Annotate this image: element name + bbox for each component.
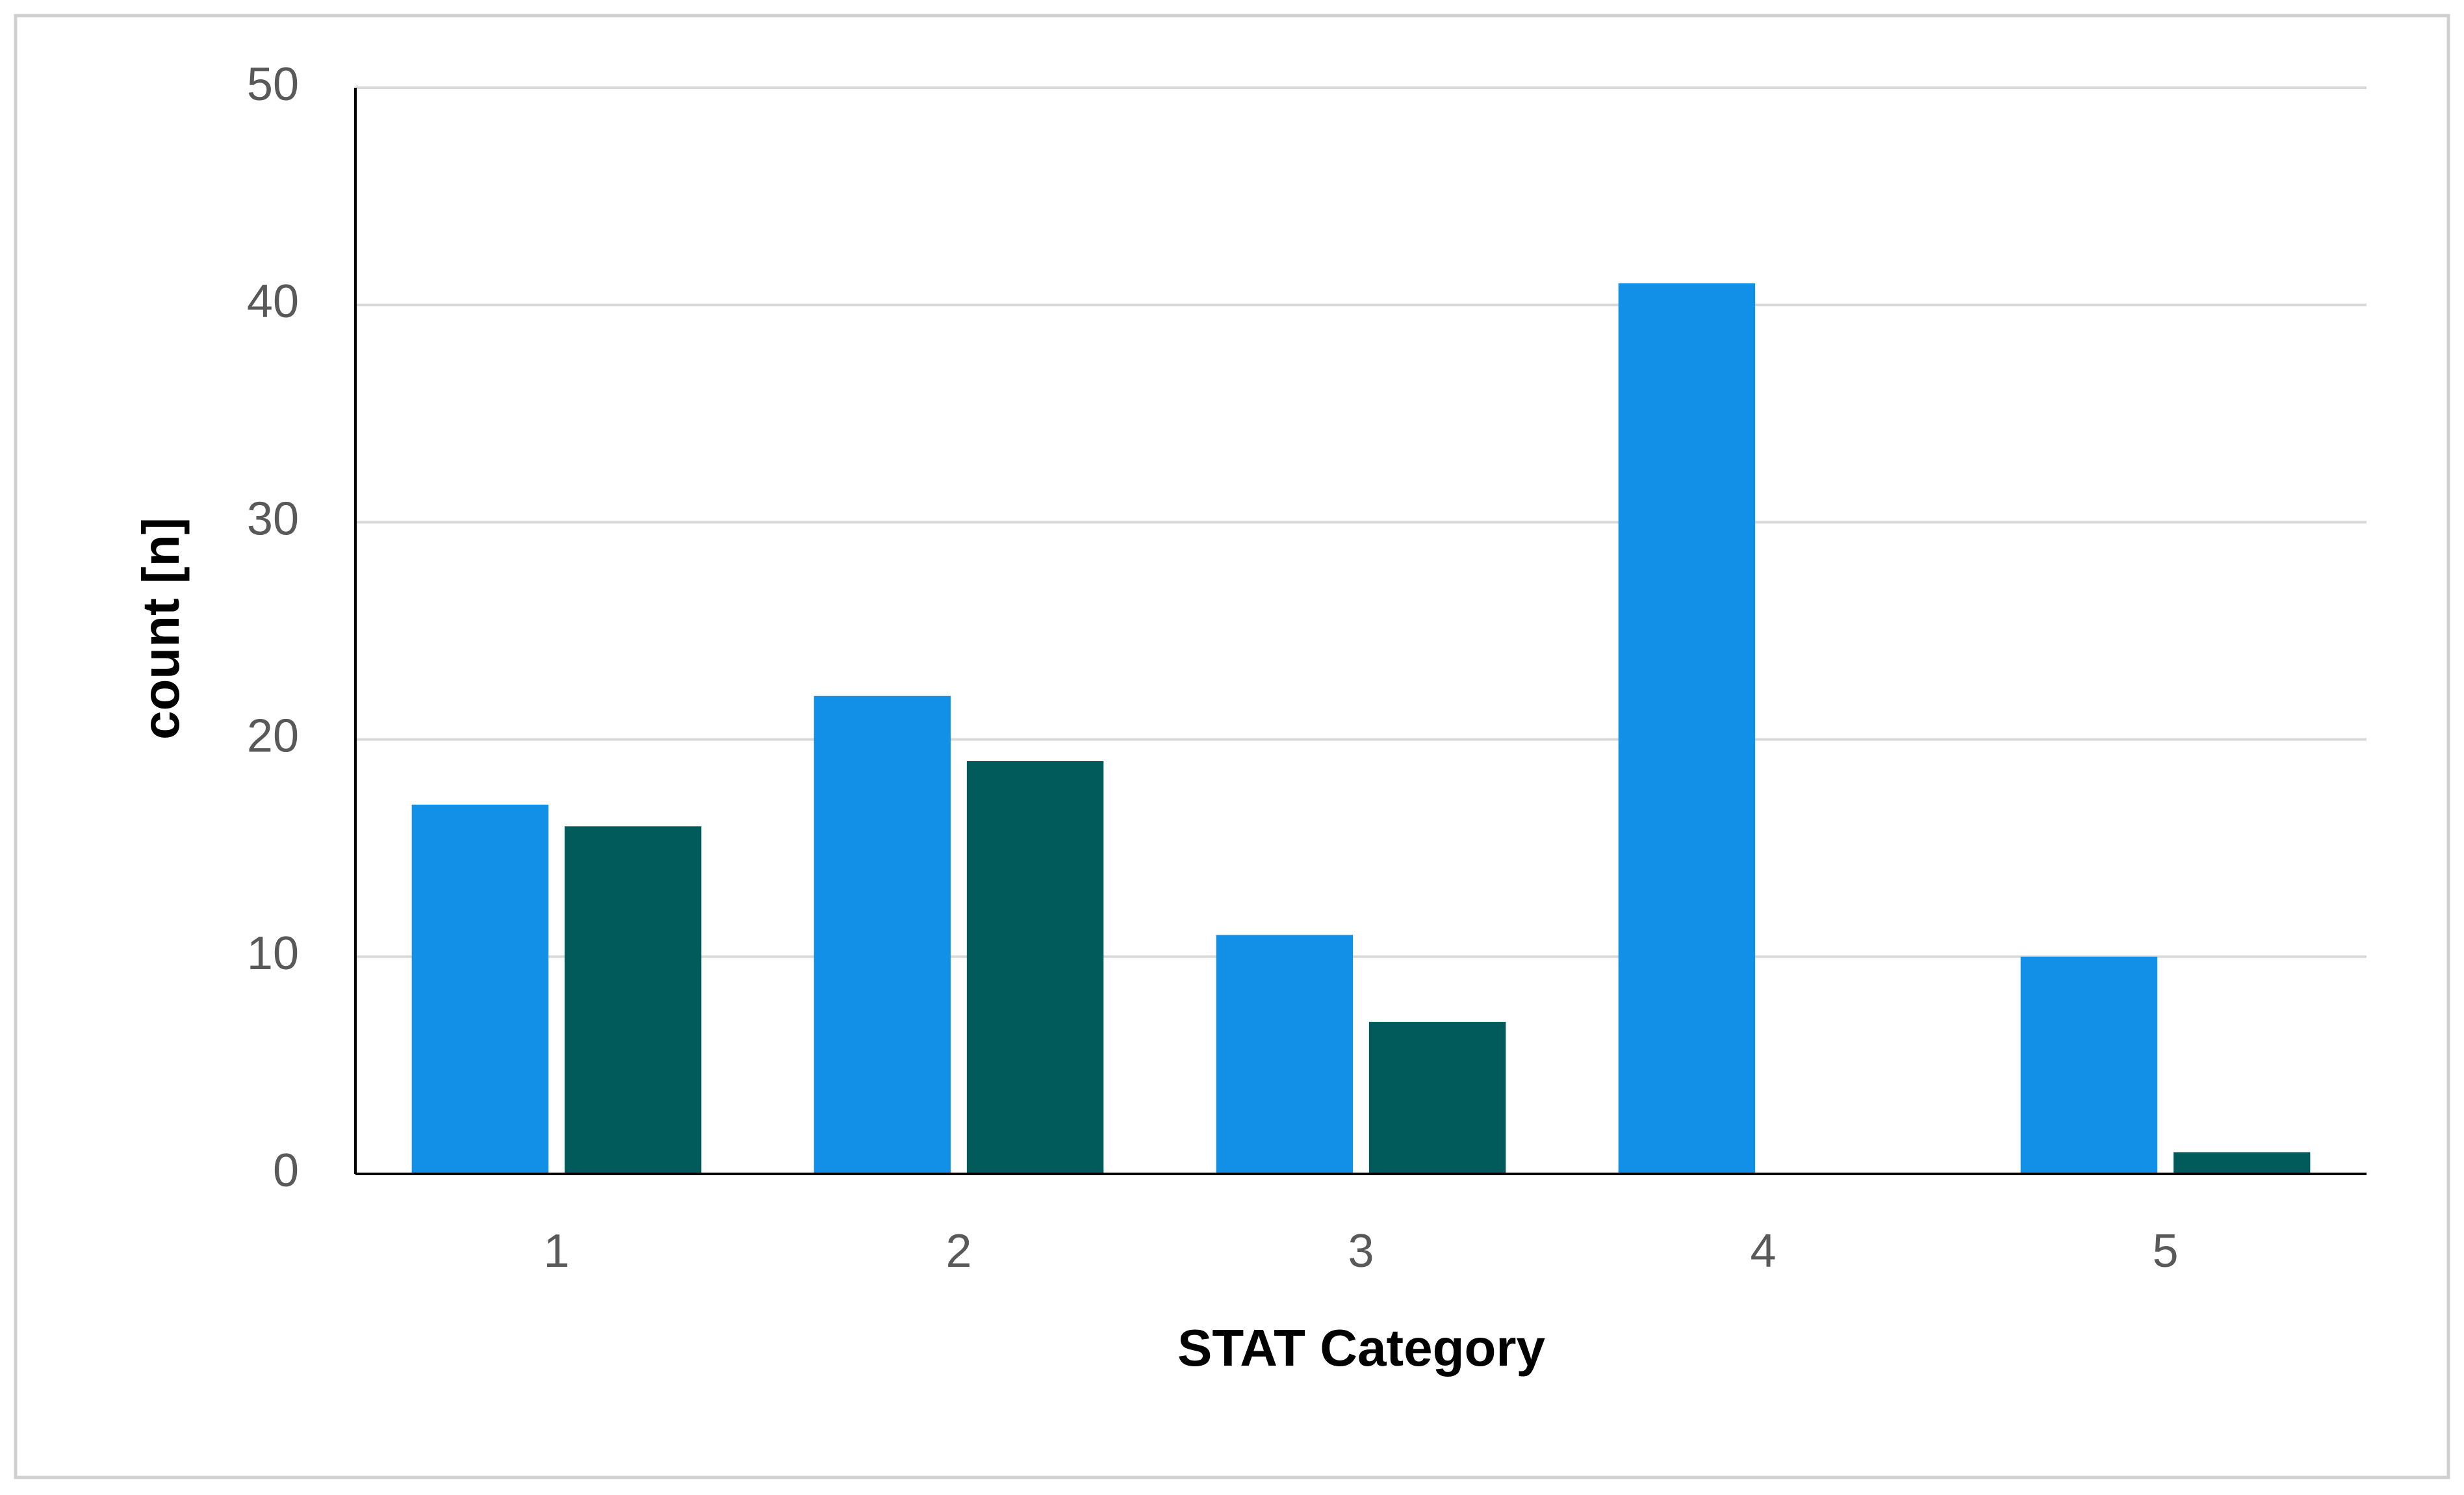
y-tick-label: 10	[247, 928, 299, 980]
bar	[814, 696, 951, 1174]
x-axis-title: STAT Category	[1177, 1319, 1545, 1377]
bar	[1618, 283, 1756, 1174]
y-tick-label: 40	[247, 276, 299, 328]
bar	[411, 804, 549, 1174]
bar	[1368, 1022, 1506, 1174]
bar	[2173, 1152, 2311, 1174]
y-tick-label: 20	[247, 710, 299, 762]
y-tick-label: 0	[273, 1145, 299, 1197]
x-tick-label: 3	[1348, 1225, 1374, 1277]
y-tick-label: 50	[247, 58, 299, 110]
bar	[1216, 935, 1354, 1174]
bar	[564, 826, 702, 1174]
x-tick-label: 5	[2152, 1225, 2178, 1277]
x-tick-label: 2	[945, 1225, 971, 1277]
y-axis-title: count [n]	[132, 517, 190, 740]
bar	[2020, 956, 2158, 1174]
x-tick-label: 1	[543, 1225, 569, 1277]
y-tick-label: 30	[247, 493, 299, 545]
x-tick-label: 4	[1750, 1225, 1776, 1277]
chart-frame	[14, 14, 2450, 1479]
bar	[966, 761, 1104, 1174]
